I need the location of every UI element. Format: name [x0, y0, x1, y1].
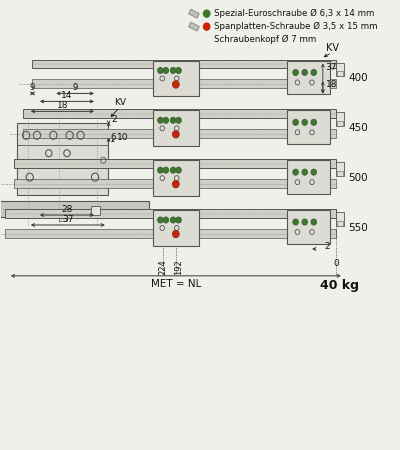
Text: Spanplatten-Schraube Ø 3,5 x 15 mm: Spanplatten-Schraube Ø 3,5 x 15 mm — [214, 22, 378, 31]
Circle shape — [163, 117, 168, 123]
Bar — [153, 210, 198, 246]
Circle shape — [158, 68, 163, 73]
Circle shape — [158, 217, 163, 223]
Text: MET = NL: MET = NL — [151, 279, 201, 289]
Circle shape — [302, 219, 307, 225]
Circle shape — [293, 120, 298, 125]
Circle shape — [302, 70, 307, 75]
Circle shape — [170, 68, 176, 73]
Text: 10: 10 — [117, 133, 128, 142]
Circle shape — [173, 131, 179, 138]
Bar — [337, 221, 343, 226]
Text: 14: 14 — [61, 91, 73, 100]
Bar — [337, 72, 343, 76]
Circle shape — [204, 10, 210, 17]
Bar — [286, 110, 330, 144]
Circle shape — [163, 167, 168, 173]
Bar — [286, 60, 330, 94]
Text: 500: 500 — [348, 173, 368, 183]
Bar — [337, 171, 343, 176]
Circle shape — [158, 117, 163, 123]
Text: 28: 28 — [61, 205, 73, 214]
Circle shape — [302, 169, 307, 175]
Circle shape — [311, 70, 316, 75]
Text: 9: 9 — [72, 83, 78, 92]
Text: 37: 37 — [326, 63, 337, 72]
Circle shape — [204, 23, 210, 30]
Text: KV: KV — [326, 43, 338, 53]
Circle shape — [163, 68, 168, 73]
Bar — [0, 201, 149, 217]
Circle shape — [176, 68, 181, 73]
Text: 37: 37 — [62, 215, 74, 224]
Circle shape — [176, 117, 181, 123]
Bar — [14, 159, 336, 168]
Text: 2: 2 — [325, 242, 330, 251]
Bar — [59, 217, 66, 221]
Circle shape — [176, 167, 181, 173]
Bar — [23, 129, 336, 138]
Circle shape — [311, 219, 316, 225]
Bar — [5, 229, 336, 238]
Text: 2: 2 — [112, 115, 117, 124]
Text: 40 kg: 40 kg — [320, 279, 359, 292]
Text: KV: KV — [114, 99, 126, 108]
Polygon shape — [189, 9, 199, 18]
Bar — [336, 63, 344, 76]
Text: 9: 9 — [30, 83, 35, 92]
Text: 6: 6 — [110, 133, 116, 142]
Circle shape — [170, 167, 176, 173]
Circle shape — [173, 230, 179, 238]
Bar — [337, 122, 343, 126]
Text: 18: 18 — [57, 101, 68, 110]
Bar — [286, 160, 330, 194]
Bar — [92, 206, 100, 215]
Text: 224: 224 — [159, 259, 168, 274]
Bar — [32, 59, 336, 68]
Circle shape — [170, 117, 176, 123]
Bar — [5, 209, 336, 218]
Circle shape — [293, 70, 298, 75]
Bar — [336, 162, 344, 176]
Bar — [286, 210, 330, 244]
Text: Spezial-Euroschraube Ø 6,3 x 14 mm: Spezial-Euroschraube Ø 6,3 x 14 mm — [214, 9, 374, 18]
Text: 550: 550 — [348, 223, 368, 233]
Circle shape — [311, 169, 316, 175]
Bar — [32, 80, 336, 88]
Circle shape — [293, 169, 298, 175]
Circle shape — [176, 217, 181, 223]
Circle shape — [311, 120, 316, 125]
Circle shape — [173, 81, 179, 88]
Circle shape — [158, 167, 163, 173]
Bar — [153, 110, 198, 146]
Bar — [23, 109, 336, 118]
Circle shape — [302, 120, 307, 125]
Bar — [336, 212, 344, 226]
Polygon shape — [189, 22, 199, 31]
Circle shape — [173, 180, 179, 188]
Text: 0: 0 — [334, 259, 339, 268]
Bar — [153, 60, 198, 96]
Text: Schraubenkopf Ø 7 mm: Schraubenkopf Ø 7 mm — [214, 35, 316, 44]
Bar — [14, 179, 336, 188]
Bar — [336, 112, 344, 126]
Bar — [153, 160, 198, 196]
Text: 450: 450 — [348, 123, 368, 133]
Circle shape — [163, 217, 168, 223]
Circle shape — [170, 217, 176, 223]
Circle shape — [293, 219, 298, 225]
Bar — [17, 123, 108, 195]
Text: 400: 400 — [348, 73, 368, 83]
Text: 18: 18 — [326, 81, 337, 90]
Text: 192: 192 — [174, 259, 183, 274]
